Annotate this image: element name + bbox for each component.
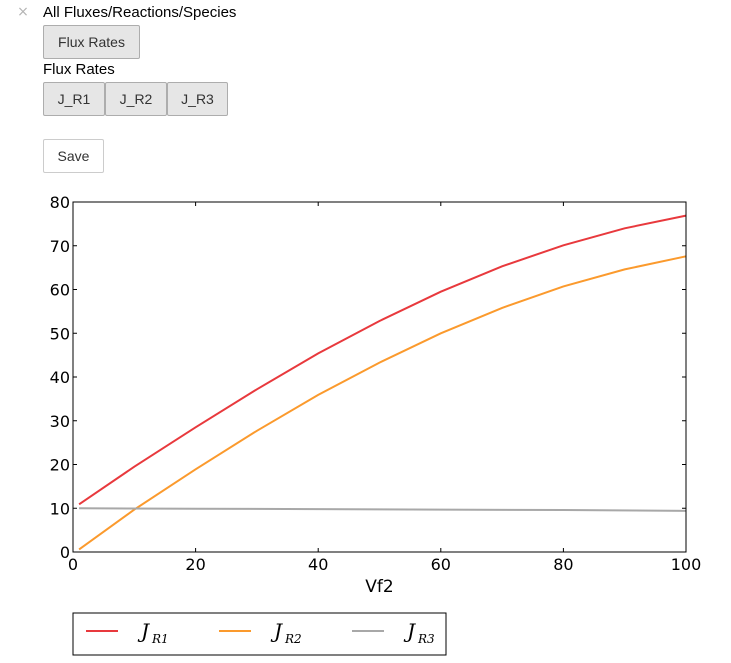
legend-label: J [270,619,283,643]
legend-label-sub: R3 [417,632,435,646]
series-lines [78,214,687,551]
series-line-j-r2 [78,255,687,551]
plot-frame [72,201,687,553]
y-tick-label: 30 [50,412,70,431]
flux-rates-button[interactable]: Flux Rates [43,25,140,59]
y-tick-label: 70 [50,237,70,256]
chart-legend: J R1 J R2 J R3 [72,612,447,656]
x-tick-label: 0 [68,555,78,574]
legend-label-sub: R1 [151,632,169,646]
x-axis-label: Vf2 [365,577,393,597]
section-title: All Fluxes/Reactions/Species [43,4,237,21]
y-tick-label: 50 [50,324,70,343]
x-tick-label: 20 [185,555,205,574]
save-button[interactable]: Save [43,139,104,173]
y-tick-label: 0 [60,543,70,562]
close-icon[interactable]: × [17,4,29,20]
x-tick-label: 80 [553,555,573,574]
tab-j-r2[interactable]: J_R2 [105,82,167,116]
x-tick-label: 60 [431,555,451,574]
tab-j-r1[interactable]: J_R1 [43,82,105,116]
flux-rates-label: Flux Rates [43,61,115,78]
x-tick-label: 40 [308,555,328,574]
y-tick-label: 10 [50,499,70,518]
y-tick-label: 40 [50,368,70,387]
series-line-j-r1 [78,214,687,506]
series-line-j-r3 [79,507,687,512]
axis-ticks: 0 20 40 60 80 100 0 10 20 30 40 50 60 70 80 [50,193,702,574]
y-tick-label: 20 [50,456,70,475]
x-tick-label: 100 [671,555,702,574]
tab-j-r3[interactable]: J_R3 [167,82,228,116]
y-tick-label: 80 [50,193,70,212]
y-tick-label: 60 [50,281,70,300]
legend-label: J [137,619,150,643]
legend-label-sub: R2 [284,632,302,646]
legend-box [72,612,447,656]
legend-label: J [403,619,416,643]
